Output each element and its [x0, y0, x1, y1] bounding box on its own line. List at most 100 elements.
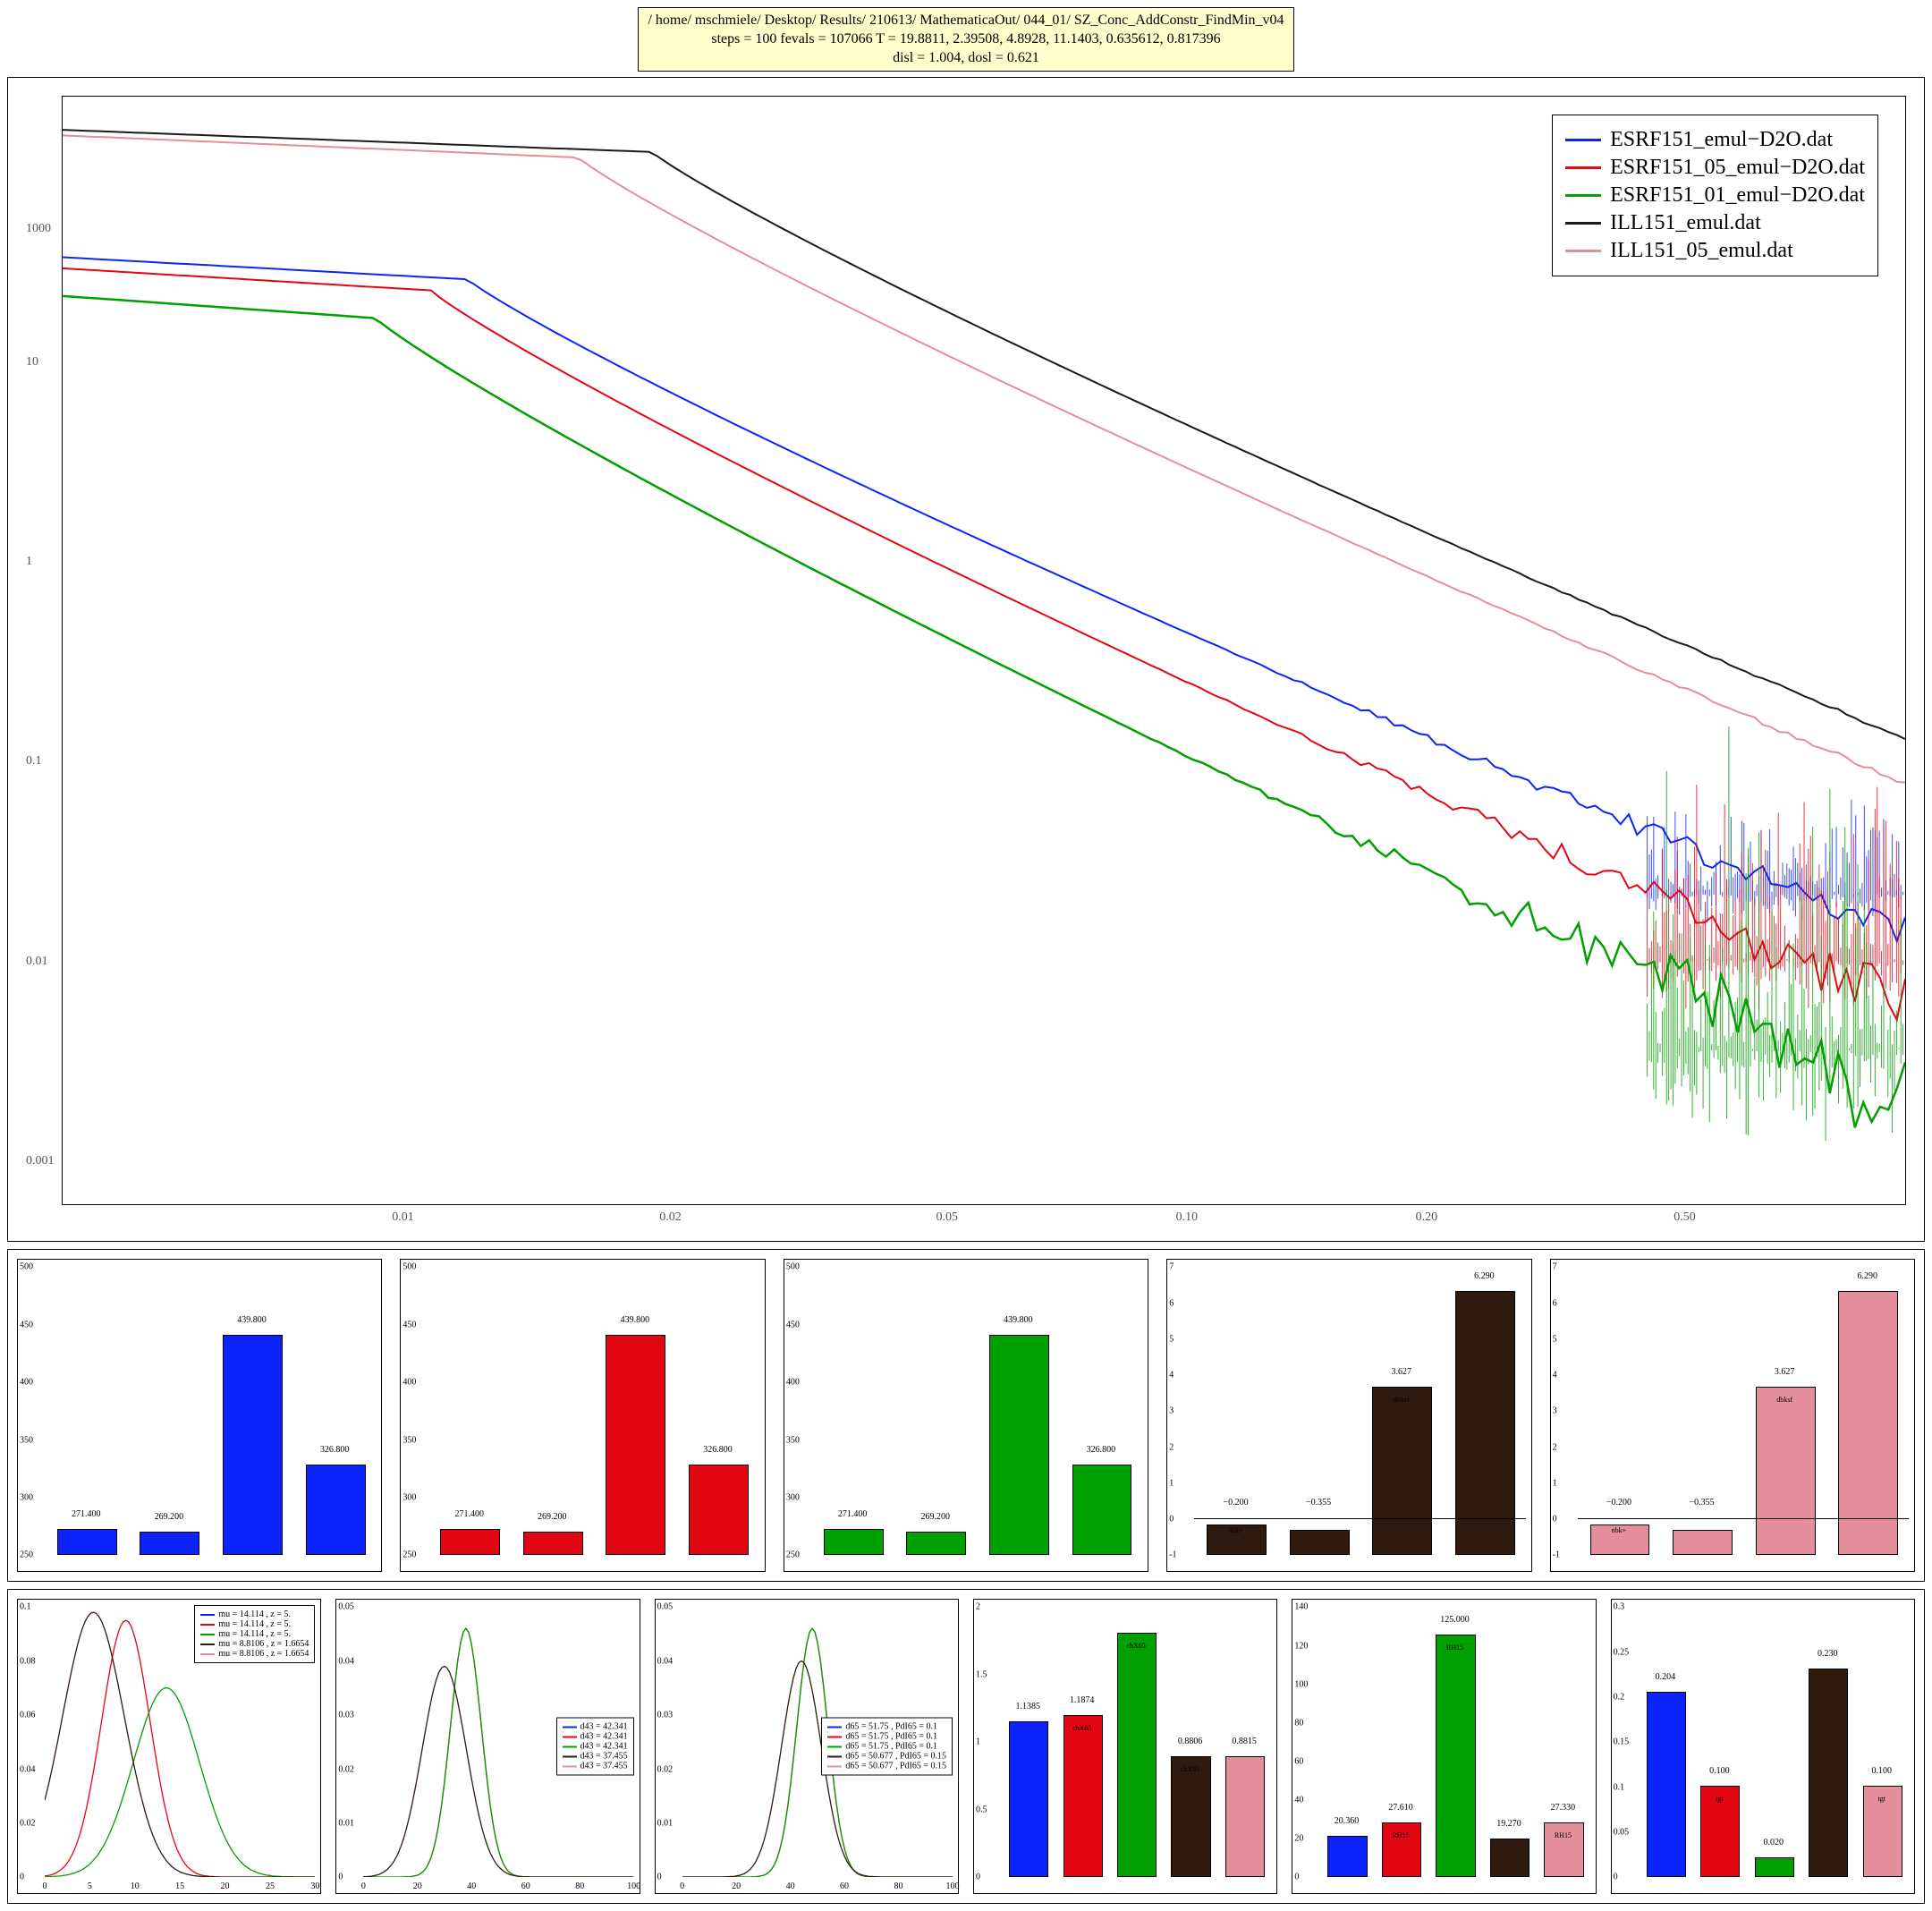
legend-row: d43 = 37.455 — [563, 1762, 628, 1771]
ytick: -1 — [1169, 1550, 1176, 1560]
legend-label: ESRF151_emul−D2O.dat — [1610, 128, 1833, 152]
legend-text: mu = 14.114 , z = 5. — [218, 1609, 291, 1619]
bar-value-label: 27.330 — [1551, 1803, 1576, 1813]
bar-value-label: −0.200 — [1223, 1498, 1248, 1508]
bar-value-label: 269.200 — [538, 1512, 567, 1522]
ytick: 3 — [1553, 1406, 1557, 1416]
ytick: 300 — [20, 1493, 33, 1503]
bar-value-label: 269.200 — [155, 1512, 184, 1522]
ytick: 0 — [1614, 1873, 1618, 1882]
xtick: 60 — [840, 1881, 849, 1891]
bar-value-label: 439.800 — [1004, 1315, 1033, 1325]
legend-text: d65 = 51.75 , PdI65 = 0.1 — [845, 1732, 937, 1742]
legend-text: d65 = 50.677 , PdI65 = 0.15 — [845, 1762, 946, 1771]
ytick: 4 — [1169, 1371, 1174, 1380]
main-xtick: 0.02 — [659, 1210, 682, 1225]
bar-value-label: 439.800 — [237, 1315, 267, 1325]
main-chart-frame: ESRF151_emul−D2O.datESRF151_05_emul−D2O.… — [7, 77, 1925, 1242]
bar-value-label: −0.355 — [1689, 1498, 1714, 1508]
legend-text: mu = 14.114 , z = 5. — [218, 1619, 291, 1629]
bar-sublabel: nbk+ — [1228, 1526, 1243, 1534]
ytick: 400 — [786, 1378, 800, 1388]
ytick: 20 — [1294, 1834, 1303, 1844]
series-curve — [63, 296, 1905, 1127]
ytick: 0.02 — [338, 1764, 354, 1774]
legend-row: ILL151_emul.dat — [1565, 211, 1865, 235]
bar — [1436, 1635, 1475, 1878]
header-line1: / home/ mschmiele/ Desktop/ Results/ 210… — [648, 12, 1284, 30]
bar-value-label: 269.200 — [920, 1512, 950, 1522]
legend-row: ESRF151_01_emul−D2O.dat — [1565, 183, 1865, 208]
bar-value-label: 3.627 — [1391, 1367, 1411, 1377]
row2-panel-1: 271.400269.200439.800326.800250300350400… — [17, 1259, 382, 1572]
ytick: 1 — [1169, 1478, 1174, 1488]
legend-swatch — [200, 1624, 215, 1626]
legend-swatch — [200, 1634, 215, 1635]
ytick: 300 — [786, 1493, 800, 1503]
header-line3: disl = 1.004, dosl = 0.621 — [648, 49, 1284, 68]
legend-row: mu = 14.114 , z = 5. — [200, 1609, 309, 1619]
zero-line — [1194, 1518, 1525, 1519]
bar-value-label: 0.100 — [1709, 1766, 1730, 1776]
bar — [1455, 1291, 1515, 1555]
legend-swatch — [200, 1653, 215, 1655]
bar — [1009, 1721, 1048, 1877]
ytick: 80 — [1294, 1718, 1303, 1728]
bar — [1072, 1465, 1132, 1555]
legend-row: mu = 14.114 , z = 5. — [200, 1629, 309, 1639]
ytick: 7 — [1553, 1262, 1557, 1272]
bar-value-label: −0.355 — [1306, 1498, 1331, 1508]
legend-text: d43 = 42.341 — [580, 1732, 628, 1742]
legend-text: d43 = 42.341 — [580, 1722, 628, 1732]
ytick: 0.15 — [1614, 1737, 1630, 1747]
row3-line-panel-1: 05101520253000.020.040.060.080.1mu = 14.… — [17, 1599, 321, 1894]
bar-sublabel: tgt — [1878, 1795, 1885, 1803]
bar — [140, 1532, 199, 1556]
ytick: 350 — [402, 1435, 416, 1445]
ytick: 0.05 — [657, 1602, 674, 1612]
bar-sublabel: chX65 — [1181, 1765, 1199, 1773]
main-xtick: 0.50 — [1674, 1210, 1696, 1225]
ytick: 2 — [976, 1602, 980, 1612]
ytick: 0.02 — [20, 1819, 36, 1829]
ytick: 3 — [1169, 1406, 1174, 1416]
bar — [1372, 1387, 1432, 1555]
row3-bar-panel-2: 20.36027.610RH15125.000RH1519.27027.330R… — [1292, 1599, 1596, 1894]
xtick: 80 — [575, 1881, 584, 1891]
ytick: 0.03 — [657, 1711, 674, 1720]
bar-value-label: 1.1874 — [1070, 1695, 1095, 1705]
bar — [1647, 1692, 1686, 1877]
main-xtick: 0.20 — [1416, 1210, 1438, 1225]
xtick: 30 — [310, 1881, 319, 1891]
xtick: 80 — [894, 1881, 903, 1891]
bar — [1063, 1715, 1103, 1877]
main-legend: ESRF151_emul−D2O.datESRF151_05_emul−D2O.… — [1552, 115, 1878, 276]
line-legend: mu = 14.114 , z = 5.mu = 14.114 , z = 5.… — [194, 1605, 315, 1663]
ytick: 0.03 — [338, 1711, 354, 1720]
main-ytick: 10 — [26, 355, 38, 369]
ytick: 0.04 — [657, 1656, 674, 1666]
legend-swatch — [1565, 139, 1601, 141]
main-ytick: 1 — [26, 555, 32, 569]
row3-grid: 05101520253000.020.040.060.080.1mu = 14.… — [7, 1589, 1925, 1904]
main-chart-plotarea: ESRF151_emul−D2O.datESRF151_05_emul−D2O.… — [62, 96, 1906, 1205]
ytick: 500 — [20, 1262, 33, 1272]
ytick: 0 — [1553, 1515, 1557, 1525]
xtick: 10 — [131, 1881, 140, 1891]
ytick: 0.2 — [1614, 1693, 1625, 1703]
legend-row: mu = 8.8106 , z = 1.6654 — [200, 1639, 309, 1649]
ytick: 1 — [976, 1737, 980, 1747]
legend-swatch — [563, 1736, 577, 1737]
ytick: 0.06 — [20, 1711, 36, 1720]
xtick: 15 — [175, 1881, 184, 1891]
series-noise — [1648, 800, 1903, 923]
ytick: 250 — [402, 1550, 416, 1560]
bar — [1117, 1633, 1157, 1878]
legend-label: ESRF151_01_emul−D2O.dat — [1610, 183, 1865, 208]
xtick: 60 — [521, 1881, 530, 1891]
legend-swatch — [1565, 194, 1601, 197]
bar — [1225, 1756, 1265, 1877]
ytick: 0.01 — [338, 1819, 354, 1829]
ytick: 6 — [1553, 1298, 1557, 1308]
bar — [824, 1529, 884, 1556]
